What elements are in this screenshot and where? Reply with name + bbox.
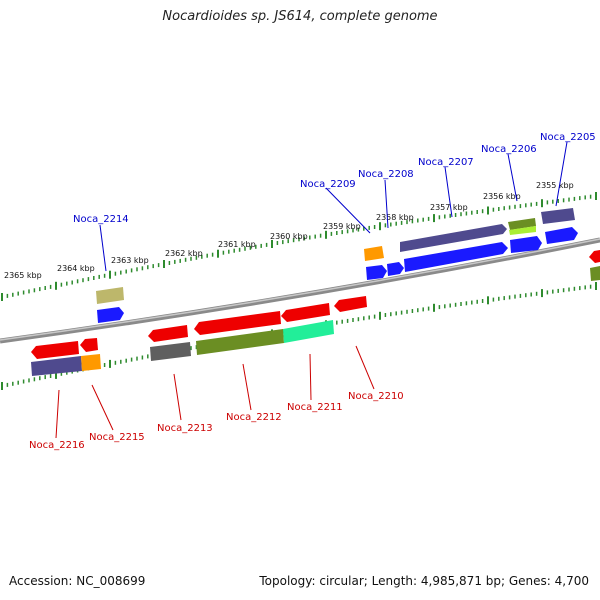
gene-label: Noca_2212 — [226, 412, 282, 423]
gene-label: Noca_2206 — [481, 144, 537, 155]
kbp-label: 2358 kbp — [376, 213, 414, 222]
gene-arrow — [281, 303, 330, 322]
gene-arrow — [509, 226, 536, 235]
gene-arrow — [31, 341, 79, 359]
kbp-label: 2361 kbp — [218, 240, 256, 249]
kbp-label: 2362 kbp — [165, 249, 203, 258]
gene-label: Noca_2211 — [287, 402, 343, 413]
gene-label: Noca_2213 — [157, 423, 213, 434]
kbp-label: 2355 kbp — [536, 181, 574, 190]
accession-text: Accession: NC_008699 — [9, 574, 146, 588]
kbp-label: 2365 kbp — [4, 271, 42, 280]
gene-label: Noca_2209 — [300, 179, 356, 190]
gene-arrow — [590, 266, 600, 281]
kbp-scale: 2355 kbp 2356 kbp 2357 kbp 2358 kbp 2359… — [4, 181, 574, 280]
forward-tick-track — [1, 192, 597, 301]
genome-backbone — [0, 237, 600, 344]
gene-label: Noca_2207 — [418, 157, 474, 168]
gene-arrow — [194, 311, 281, 335]
gene-label: Noca_2208 — [358, 169, 414, 180]
gene-arrow — [31, 356, 82, 376]
kbp-label: 2356 kbp — [483, 192, 521, 201]
forward-strand-genes — [96, 208, 600, 323]
reverse-callouts — [55, 345, 375, 439]
kbp-label: 2360 kbp — [270, 232, 308, 241]
kbp-label: 2363 kbp — [111, 256, 149, 265]
gene-arrow — [508, 218, 536, 230]
gene-label: Noca_2205 — [540, 132, 596, 143]
gene-arrow — [81, 354, 101, 371]
reverse-gene-labels: Noca_2210 Noca_2211 Noca_2212 Noca_2213 … — [29, 391, 404, 451]
gene-arrow — [334, 296, 367, 312]
reverse-strand-genes — [31, 250, 600, 376]
map-title: Nocardioides sp. JS614, complete genome — [162, 9, 438, 24]
gene-arrow — [283, 320, 334, 343]
kbp-label: 2364 kbp — [57, 264, 95, 273]
gene-arrow — [387, 262, 404, 276]
gene-arrow — [510, 236, 542, 253]
gene-arrow — [541, 208, 575, 224]
gene-arrow — [150, 342, 191, 361]
gene-arrow — [196, 329, 284, 355]
forward-callouts — [99, 141, 568, 272]
gene-arrow — [589, 250, 600, 263]
genome-backbone-highlight — [0, 238, 600, 341]
gene-arrow — [404, 242, 508, 272]
gene-arrow — [400, 224, 507, 252]
gene-label: Noca_2214 — [73, 214, 129, 225]
gene-arrow — [545, 227, 578, 244]
kbp-label: 2359 kbp — [323, 222, 361, 231]
kbp-label: 2357 kbp — [430, 203, 468, 212]
genome-summary: Topology: circular; Length: 4,985,871 bp… — [259, 574, 589, 588]
forward-gene-labels: Noca_2205 Noca_2206 Noca_2207 Noca_2208 … — [73, 132, 596, 225]
gene-arrow — [97, 307, 124, 323]
gene-arrow — [366, 265, 387, 280]
gene-arrow — [148, 325, 188, 342]
gene-arrow — [80, 338, 98, 352]
gene-arrow — [364, 246, 384, 261]
gene-label: Noca_2210 — [348, 391, 404, 402]
gene-label: Noca_2215 — [89, 432, 145, 443]
gene-label: Noca_2216 — [29, 440, 85, 451]
gene-arrow — [96, 287, 124, 304]
